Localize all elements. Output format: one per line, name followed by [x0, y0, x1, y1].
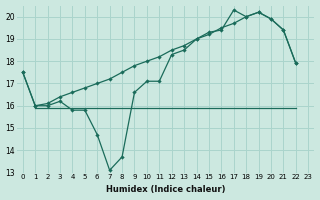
- X-axis label: Humidex (Indice chaleur): Humidex (Indice chaleur): [106, 185, 225, 194]
